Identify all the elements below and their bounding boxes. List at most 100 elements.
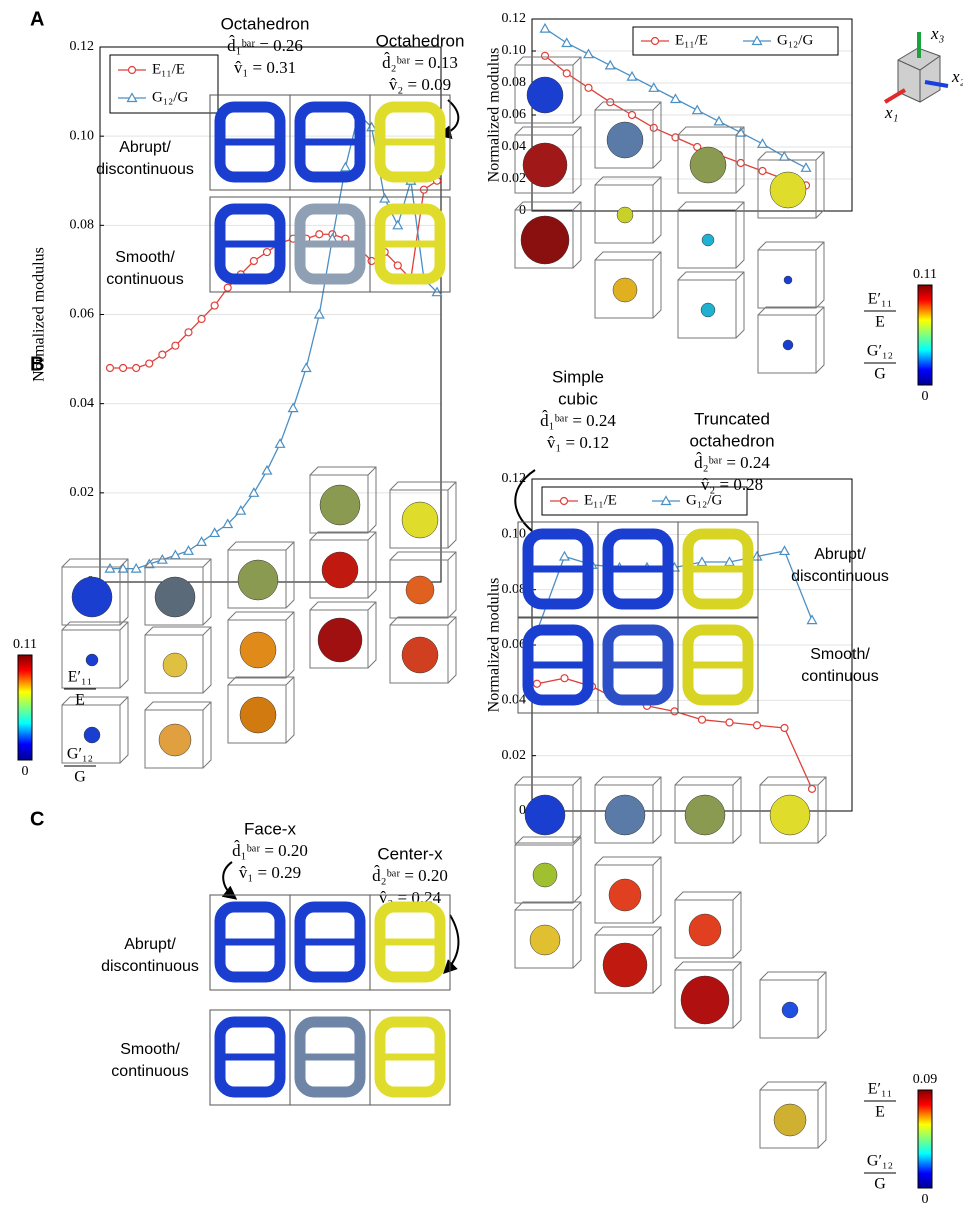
data-point [196,536,208,546]
cube-edge [144,558,212,626]
cube-thumbnail [759,1089,819,1149]
annotation: d̂₁ᵇᵃʳ = 0.20 [232,840,308,860]
cube-thumbnail [757,249,817,309]
data-point [736,158,745,168]
data-point [671,133,680,142]
annotation: d̂₂ᵇᵃʳ = 0.24 [694,452,770,472]
data-point [713,115,725,126]
legend-marker [650,36,660,46]
data-point [130,562,142,573]
cube-edge [389,551,457,619]
data-point [627,110,637,120]
row-label: Smooth/ [115,249,175,266]
cube-edge [514,201,582,269]
axis-label: x₃ [930,24,945,43]
cube-thumbnail [514,909,574,969]
cube-thumbnail [61,629,121,689]
cube-edge [674,776,742,844]
cube-thumbnail [759,979,819,1039]
cube-thumbnail [309,474,369,534]
cube-edge [144,701,212,769]
data-point [392,219,404,230]
cube-shape [239,696,277,734]
cube-shape [401,636,439,674]
data-point [261,464,273,475]
axis-label: x₁ [884,103,898,122]
cube-edge [594,856,662,924]
colorbar-label: E [875,314,885,331]
cube-edge [514,126,582,194]
cube-shape [158,723,192,757]
data-point [117,562,129,573]
cube-thumbnail [594,784,654,844]
data-point [626,70,638,81]
y-tick-label: 0.02 [70,485,95,500]
data-point [582,48,595,59]
data-point [540,51,550,60]
cube-shape [83,726,101,744]
cube-shape [688,913,722,947]
y-tick-label: 0.02 [502,748,527,763]
annotation: v̂₁ = 0.31 [234,58,296,77]
cube-edge [674,891,742,959]
cube-thumbnail [594,934,654,994]
cube-edge [61,558,129,626]
data-point [648,82,660,92]
row-label: Abrupt/ [124,936,176,953]
data-point [756,138,769,148]
y-axis-label: Normalized modulus [486,578,503,713]
lattice-cell [677,617,759,714]
data-point [584,83,593,92]
data-point [197,314,206,324]
annotation: v̂₂ = 0.09 [389,75,451,94]
legend-marker [559,496,569,506]
y-tick-label: 0.08 [502,75,527,90]
lattice-cell [369,894,451,991]
plot-frame [531,18,853,212]
annotation: d̂₂ᵇᵃʳ = 0.20 [372,865,448,885]
cube-shape [680,975,730,1025]
data-point [132,363,141,373]
annotation: Octahedron [221,14,310,33]
colorbar-label: G [874,1176,886,1193]
data-point [669,93,682,104]
y-tick-label: 0.10 [502,527,527,542]
data-point [182,545,195,555]
data-point [725,718,734,727]
data-point [806,614,818,625]
cube-thumbnail [144,709,204,769]
data-point [807,784,817,793]
data-point [118,363,128,373]
data-point [222,518,234,529]
y-tick-label: 0.10 [502,43,527,58]
cube-shape [689,146,727,184]
row-label: Abrupt/ [119,139,171,156]
data-point [561,37,573,48]
cube-shape [684,794,726,836]
data-point [249,256,258,266]
row-label: discontinuous [101,958,199,975]
data-point [209,527,221,538]
data-point [560,674,569,683]
data-point [339,161,351,172]
colorbar [917,284,933,386]
cube-shape [529,924,561,956]
data-point [105,363,115,373]
annotation: d̂₂ᵇᵃʳ = 0.13 [382,52,458,72]
annotation: cubic [558,389,598,408]
data-point [235,504,247,515]
cube-thumbnail [389,489,449,549]
cube-shape [769,794,811,836]
row-label: Smooth/ [810,646,870,663]
y-tick-label: 0.04 [502,139,527,154]
cube-shape [532,862,558,888]
cube-edge [594,926,662,994]
cube-thumbnail [674,899,734,959]
data-point [562,69,571,78]
cube-edge [759,776,827,844]
data-point [758,166,767,176]
cube-edge [759,971,827,1039]
cube-edge [309,466,377,534]
cube-edge [594,176,662,244]
data-point [367,256,376,266]
